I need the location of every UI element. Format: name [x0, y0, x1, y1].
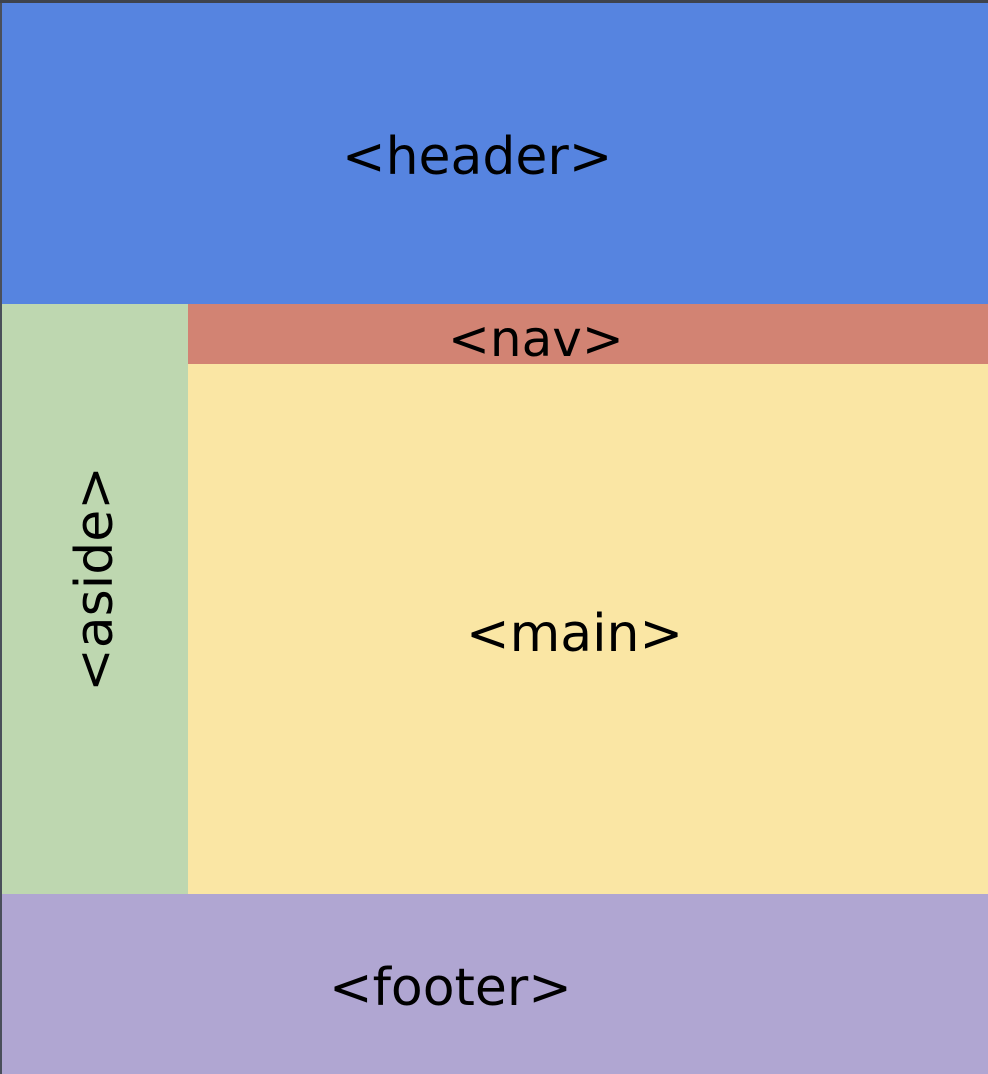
aside-region: <aside>: [2, 304, 188, 894]
footer-region: <footer>: [2, 894, 988, 1074]
footer-label: <footer>: [329, 958, 572, 1018]
main-label: <main>: [466, 604, 684, 664]
nav-region: <nav>: [188, 304, 988, 364]
header-label: <header>: [342, 127, 613, 187]
header-region: <header>: [2, 3, 988, 304]
top-border: [0, 0, 988, 3]
aside-label: <aside>: [65, 466, 125, 692]
nav-label: <nav>: [448, 310, 624, 368]
layout-diagram: <header> <aside> <nav> <main> <footer>: [2, 3, 988, 1074]
main-region: <main>: [188, 364, 988, 894]
